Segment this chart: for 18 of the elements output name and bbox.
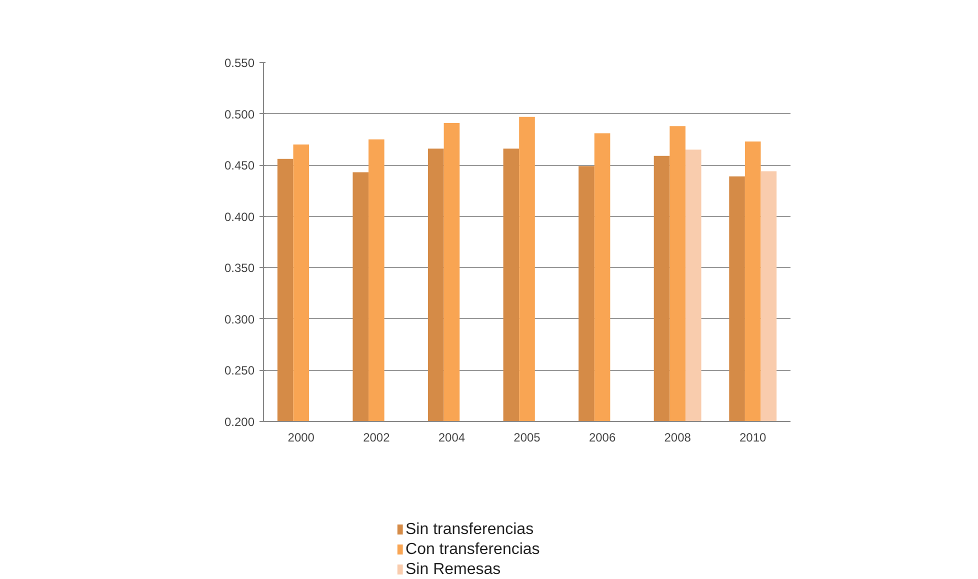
y-tick-label: 0.400: [224, 210, 255, 224]
legend-label: Sin Remesas: [406, 561, 501, 578]
y-tick-label: 0.450: [224, 158, 255, 173]
x-tick-label: 2000: [288, 430, 315, 444]
x-tick-label: 2008: [664, 430, 692, 444]
x-tick-label: 2010: [740, 430, 767, 444]
x-tick-label: 2006: [588, 430, 616, 444]
y-tick-label: 0.300: [224, 312, 255, 326]
x-tick-label: 2002: [363, 430, 390, 444]
legend-label: Sin transferencias: [406, 521, 534, 538]
y-tick-label: 0.350: [224, 261, 255, 276]
y-tick-label: 0.500: [224, 107, 255, 122]
x-tick-label: 2004: [438, 430, 466, 444]
legend-label: Con transferencias: [406, 541, 540, 558]
x-tick-label: 2005: [514, 430, 541, 444]
y-tick-label: 0.250: [224, 364, 255, 378]
y-tick-label: 0.550: [224, 56, 255, 70]
y-tick-label: 0.200: [224, 415, 255, 429]
